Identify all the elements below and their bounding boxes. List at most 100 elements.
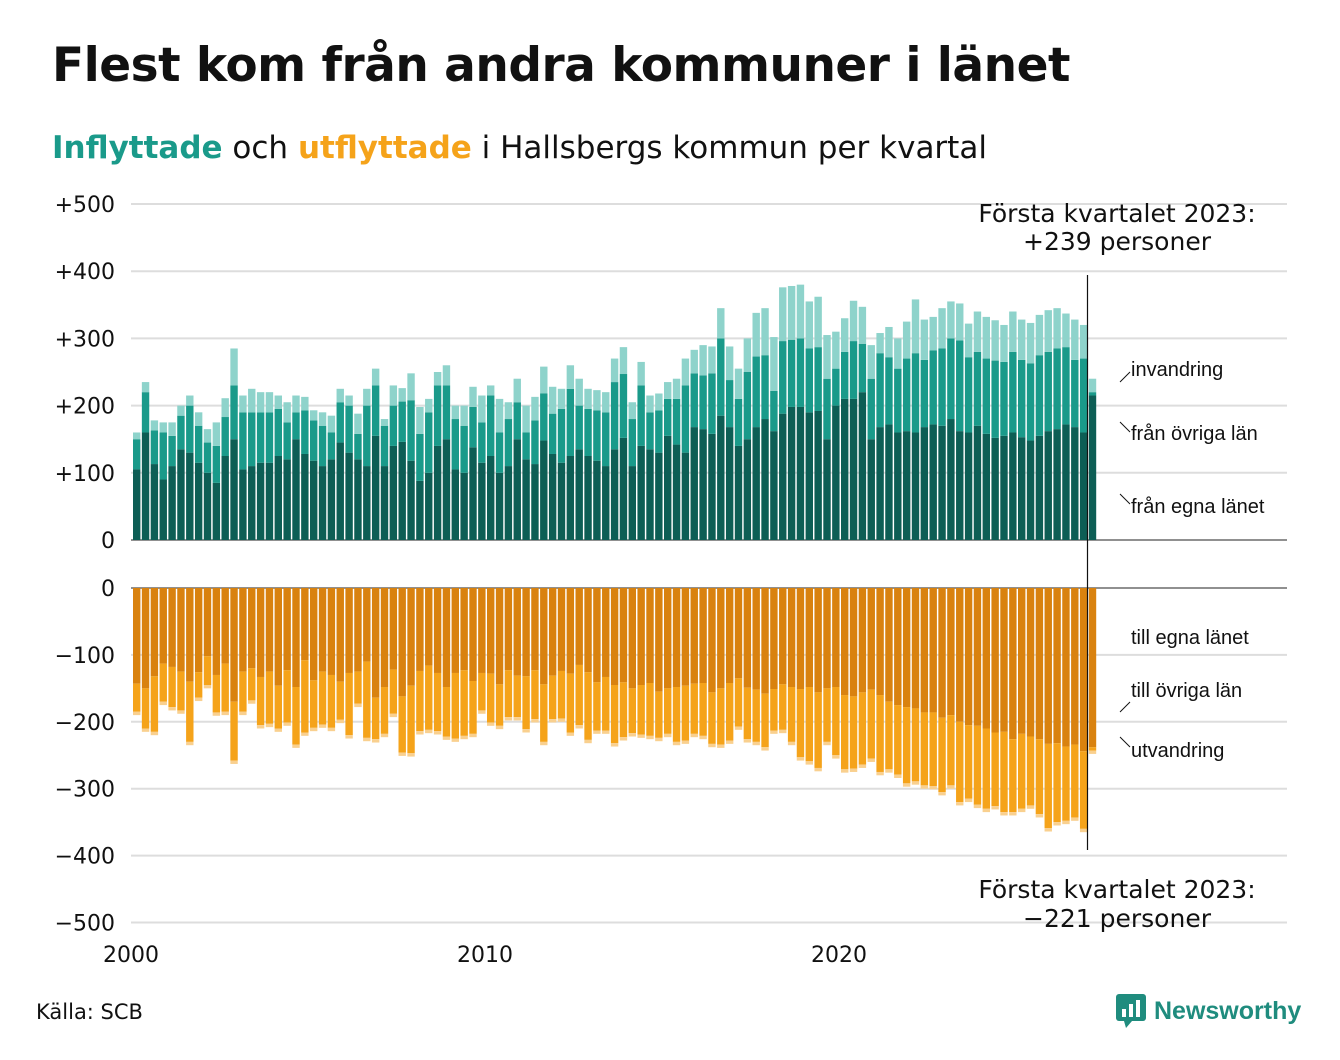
bar-till-egna-länet bbox=[761, 588, 769, 694]
bar-från-egna-länet bbox=[725, 427, 734, 540]
bar-invandring bbox=[566, 365, 575, 389]
bar-från-egna-länet bbox=[354, 459, 362, 540]
bar-från-övriga-län bbox=[637, 385, 645, 446]
bar-till-egna-länet bbox=[796, 588, 805, 690]
bar-till-egna-länet bbox=[557, 588, 566, 671]
bar-från-övriga-län bbox=[451, 419, 459, 470]
bar-till-övriga-län bbox=[557, 670, 566, 719]
bar-till-egna-länet bbox=[239, 588, 247, 672]
bar-från-övriga-län bbox=[805, 348, 813, 413]
bar-till-övriga-län bbox=[159, 663, 167, 702]
bar-till-övriga-län bbox=[947, 715, 955, 786]
bar-utvandring bbox=[433, 731, 442, 735]
bar-invandring bbox=[982, 316, 990, 359]
bar-till-övriga-län bbox=[1088, 747, 1097, 751]
bar-från-egna-länet bbox=[141, 432, 150, 540]
bar-till-övriga-län bbox=[433, 672, 442, 732]
bar-till-övriga-län bbox=[407, 685, 415, 754]
bar-till-övriga-län bbox=[248, 668, 256, 701]
bar-från-övriga-län bbox=[1018, 359, 1026, 438]
bar-från-övriga-län bbox=[593, 410, 601, 461]
bar-invandring bbox=[141, 382, 150, 393]
bar-invandring bbox=[947, 301, 955, 339]
bar-utvandring bbox=[894, 774, 902, 778]
bar-invandring bbox=[664, 382, 672, 399]
bar-till-egna-länet bbox=[734, 588, 743, 679]
bar-från-övriga-län bbox=[991, 360, 999, 438]
bar-till-egna-länet bbox=[672, 588, 681, 688]
x-tick-label: 2010 bbox=[457, 943, 513, 968]
bar-från-egna-länet bbox=[221, 456, 229, 540]
bar-till-egna-länet bbox=[982, 588, 990, 729]
bar-till-övriga-län bbox=[708, 692, 716, 744]
bar-till-övriga-län bbox=[292, 687, 300, 745]
bar-från-egna-länet bbox=[602, 466, 610, 540]
bar-från-övriga-län bbox=[911, 353, 920, 433]
bar-till-övriga-län bbox=[664, 688, 672, 734]
bar-från-övriga-län bbox=[1079, 358, 1088, 433]
bar-från-egna-länet bbox=[1018, 437, 1026, 540]
bar-från-egna-länet bbox=[655, 452, 663, 540]
bar-till-övriga-län bbox=[256, 676, 265, 726]
bar-från-övriga-län bbox=[1088, 392, 1097, 396]
bar-från-egna-länet bbox=[327, 459, 336, 540]
top-annotation-line1: Första kvartalet 2023: bbox=[978, 199, 1255, 228]
bar-invandring bbox=[1071, 319, 1079, 360]
bar-till-övriga-län bbox=[354, 671, 362, 704]
bar-till-övriga-län bbox=[734, 678, 743, 727]
bar-från-egna-länet bbox=[310, 460, 318, 540]
x-tick-label: 2020 bbox=[811, 943, 867, 968]
bar-invandring bbox=[168, 422, 176, 436]
bar-utvandring bbox=[708, 743, 716, 748]
bar-från-övriga-län bbox=[371, 385, 380, 436]
bar-från-övriga-län bbox=[318, 425, 327, 467]
bar-från-egna-länet bbox=[301, 453, 309, 540]
bar-invandring bbox=[832, 331, 840, 369]
bar-från-övriga-län bbox=[203, 442, 212, 473]
bar-till-egna-länet bbox=[150, 588, 159, 677]
bar-utvandring bbox=[283, 722, 291, 726]
bottom-annotation-line2: −221 personer bbox=[1023, 904, 1212, 933]
subtitle-and: och bbox=[222, 130, 298, 166]
bar-till-egna-länet bbox=[274, 588, 282, 686]
bar-från-övriga-län bbox=[292, 412, 300, 440]
bar-utvandring bbox=[345, 735, 353, 739]
bar-från-övriga-län bbox=[1053, 348, 1061, 430]
bar-utvandring bbox=[159, 701, 167, 706]
bar-från-egna-länet bbox=[283, 459, 291, 540]
bar-från-övriga-län bbox=[513, 402, 521, 440]
bar-från-egna-länet bbox=[1000, 435, 1008, 540]
bar-invandring bbox=[194, 412, 203, 426]
bar-till-övriga-län bbox=[823, 688, 831, 742]
bar-från-övriga-län bbox=[920, 359, 929, 428]
bar-utvandring bbox=[584, 739, 592, 744]
bar-från-egna-länet bbox=[982, 433, 990, 540]
bar-från-egna-länet bbox=[796, 406, 805, 540]
bar-från-övriga-län bbox=[743, 372, 752, 440]
bar-från-övriga-län bbox=[602, 412, 610, 467]
bar-invandring bbox=[1018, 319, 1026, 360]
bar-från-övriga-län bbox=[752, 356, 760, 428]
bar-till-egna-länet bbox=[380, 588, 389, 688]
bar-till-egna-länet bbox=[425, 588, 433, 666]
bar-utvandring bbox=[929, 786, 937, 790]
bar-invandring bbox=[354, 413, 362, 434]
bar-invandring bbox=[531, 396, 539, 421]
bar-från-egna-länet bbox=[389, 445, 398, 540]
bar-invandring bbox=[442, 365, 451, 386]
bar-utvandring bbox=[522, 729, 530, 733]
bar-från-egna-länet bbox=[177, 449, 185, 540]
bar-från-övriga-län bbox=[1035, 355, 1044, 436]
bar-invandring bbox=[133, 432, 141, 440]
bar-från-egna-länet bbox=[194, 462, 203, 540]
bar-till-övriga-län bbox=[672, 687, 681, 742]
bar-till-egna-länet bbox=[248, 588, 256, 669]
bar-till-övriga-län bbox=[646, 682, 654, 736]
bar-från-övriga-län bbox=[168, 435, 176, 467]
bar-till-egna-länet bbox=[664, 588, 672, 689]
bar-utvandring bbox=[1035, 814, 1044, 818]
bar-utvandring bbox=[752, 741, 760, 746]
bar-invandring bbox=[504, 402, 513, 420]
bar-till-övriga-län bbox=[522, 676, 530, 730]
bar-till-övriga-län bbox=[469, 680, 477, 734]
